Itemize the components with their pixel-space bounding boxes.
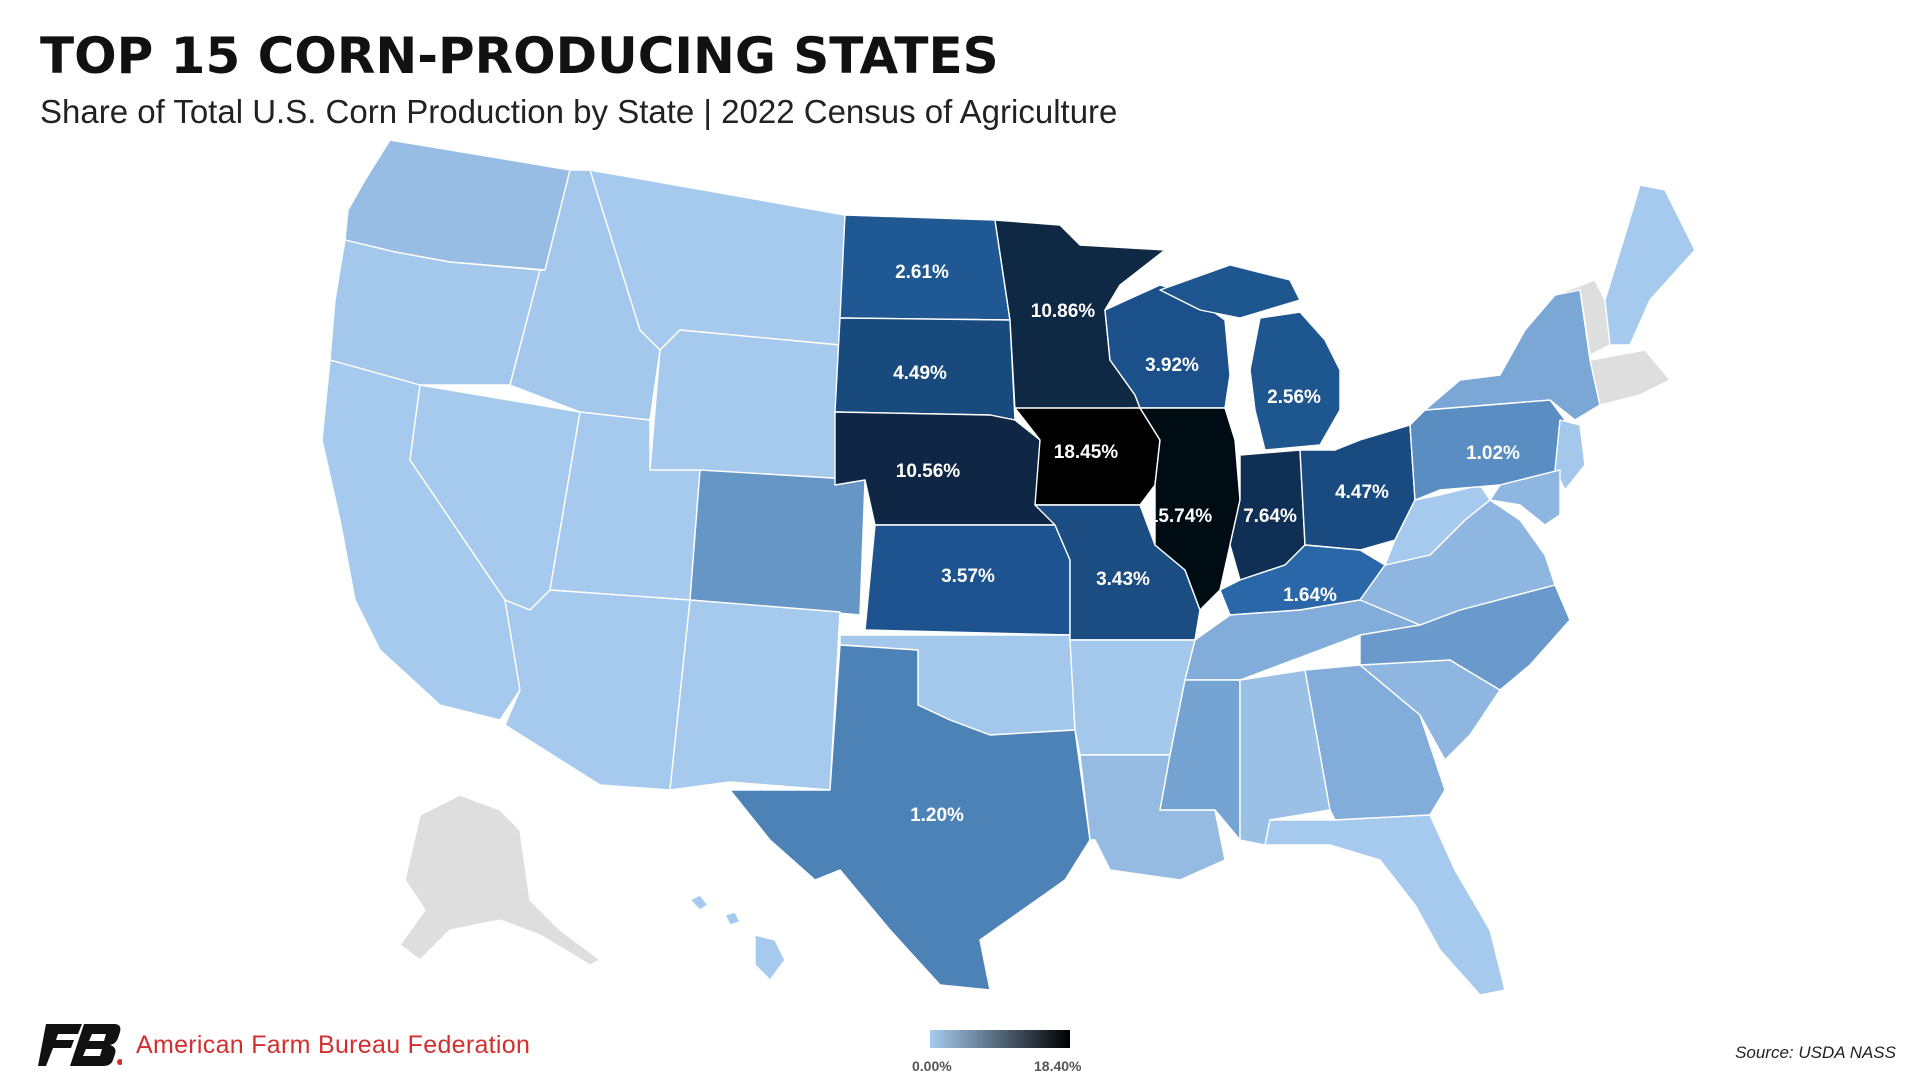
state-new-mexico	[669, 599, 841, 791]
state-massachusetts-ct-ri	[1589, 349, 1671, 406]
label-north-dakota: 2.61%	[895, 262, 949, 283]
state-alaska	[399, 794, 601, 966]
state-michigan	[1249, 311, 1341, 451]
label-texas: 1.20%	[910, 805, 964, 826]
state-new-jersey	[1554, 419, 1586, 491]
legend-min-label: 0.00%	[912, 1058, 952, 1074]
source-note: Source: USDA NASS	[1735, 1043, 1896, 1062]
label-indiana: 7.64%	[1243, 506, 1297, 527]
label-michigan: 2.56%	[1267, 387, 1321, 408]
state-michigan-up	[1159, 264, 1301, 319]
label-illinois: 15.74%	[1148, 506, 1213, 527]
label-missouri: 3.43%	[1096, 569, 1150, 590]
label-south-dakota: 4.49%	[893, 363, 947, 384]
legend-max-label: 18.40%	[1034, 1058, 1082, 1074]
footer-branding: American Farm Bureau Federation	[38, 1024, 530, 1066]
label-ohio: 4.47%	[1335, 482, 1389, 503]
label-kentucky: 1.64%	[1283, 585, 1337, 606]
color-legend: 0.00% 18.40%	[912, 1030, 1100, 1080]
map-subtitle: Share of Total U.S. Corn Production by S…	[40, 93, 1118, 130]
state-maine	[1604, 184, 1696, 346]
label-pennsylvania: 1.02%	[1466, 443, 1520, 464]
label-kansas: 3.57%	[941, 566, 995, 587]
state-colorado	[689, 469, 866, 616]
header: TOP 15 CORN-PRODUCING STATES Share of To…	[40, 26, 1117, 132]
state-arizona	[504, 589, 691, 791]
map-title: TOP 15 CORN-PRODUCING STATES	[40, 27, 999, 85]
state-wyoming	[649, 329, 841, 486]
state-missouri	[1034, 504, 1201, 641]
label-wisconsin: 3.92%	[1145, 355, 1199, 376]
organization-name: American Farm Bureau Federation	[136, 1030, 531, 1059]
state-new-york	[1424, 289, 1601, 421]
state-hawaii	[689, 894, 786, 981]
label-minnesota: 10.86%	[1031, 301, 1096, 322]
state-texas	[729, 644, 1091, 991]
label-iowa: 18.45%	[1054, 442, 1119, 463]
state-florida	[1264, 814, 1506, 996]
state-illinois	[1139, 407, 1241, 611]
label-nebraska: 10.56%	[896, 461, 961, 482]
legend-gradient-bar	[930, 1030, 1070, 1048]
afbf-logo-icon	[38, 1024, 122, 1066]
state-delaware-maryland	[1489, 469, 1561, 526]
